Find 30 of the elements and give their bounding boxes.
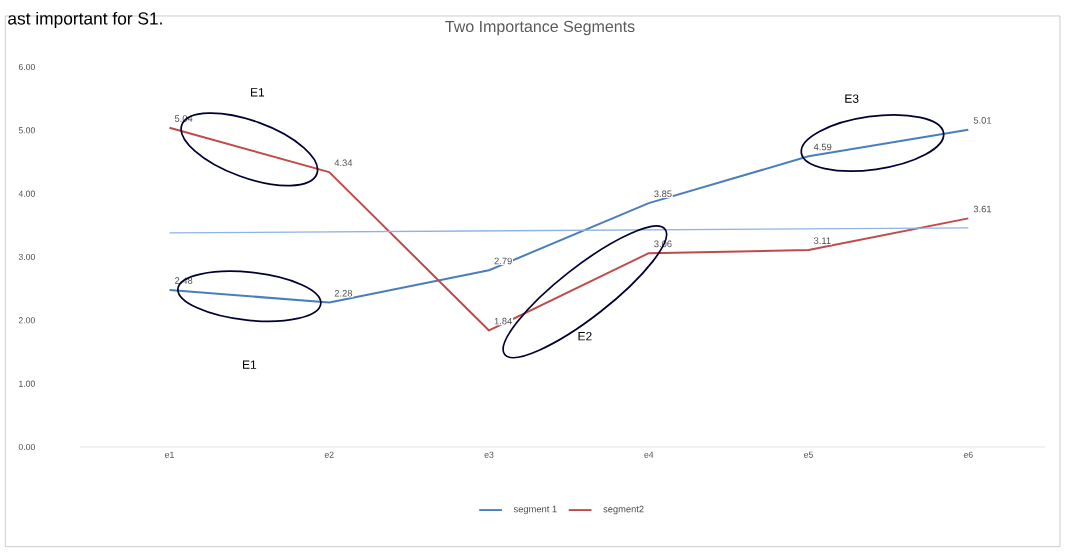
- annotation: E1: [243, 360, 257, 369]
- y-tick-label: 5.00: [18, 127, 35, 134]
- annotation: E3: [845, 94, 859, 103]
- data-label: 2.28: [334, 289, 353, 297]
- chart-title: Two Importance Segments: [445, 20, 635, 36]
- y-tick-label: 6.00: [18, 63, 35, 71]
- x-tick-label: e4: [644, 451, 654, 458]
- x-tick-label: e3: [484, 451, 494, 458]
- data-label: 3.61: [973, 205, 992, 213]
- legend-label: segment 1: [513, 505, 557, 515]
- y-tick-label: 0.00: [18, 443, 35, 451]
- data-label: 4.34: [334, 159, 353, 167]
- data-label: 2.79: [494, 257, 512, 265]
- data-label: 4.59: [813, 143, 832, 151]
- annotation: E1: [250, 88, 265, 97]
- annotation: E2: [578, 331, 592, 341]
- x-tick-label: e5: [804, 451, 813, 458]
- x-tick-label: e1: [165, 451, 174, 458]
- y-tick-label: 3.00: [18, 253, 35, 261]
- y-tick-label: 2.00: [18, 317, 35, 324]
- x-tick-label: e6: [963, 451, 973, 458]
- data-label: 1.84: [494, 317, 512, 325]
- y-tick-label: 4.00: [18, 190, 35, 197]
- y-tick-label: 1.00: [19, 380, 35, 387]
- data-label: 5.01: [973, 117, 992, 124]
- text: ast important for S1.: [8, 11, 162, 29]
- x-tick-label: e2: [324, 451, 334, 458]
- legend-label: segment2: [603, 505, 644, 515]
- data-label: 3.11: [813, 237, 831, 244]
- data-label: 3.85: [654, 190, 672, 198]
